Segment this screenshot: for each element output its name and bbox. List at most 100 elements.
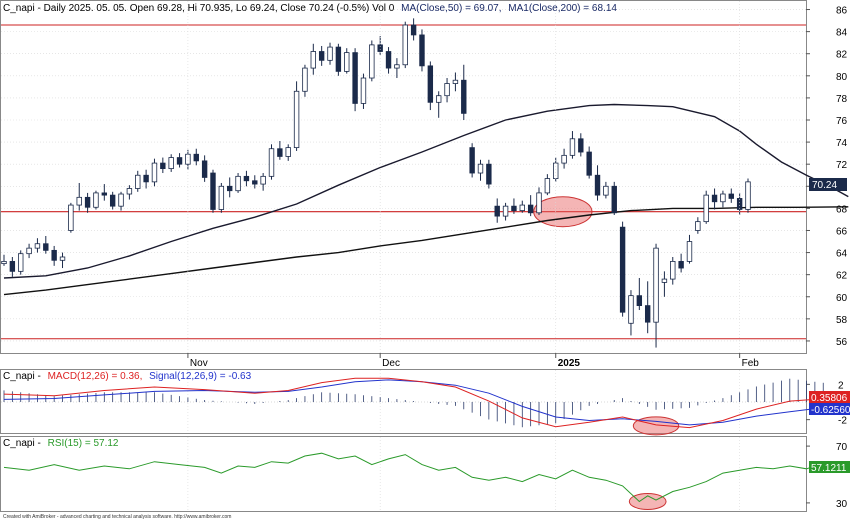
candle: [84, 192, 91, 213]
ma200-header: MA1(Close,200) = 68.14: [508, 3, 617, 14]
price-tick-label: 62: [836, 271, 848, 282]
candle-body: [494, 205, 500, 217]
candle: [43, 236, 49, 254]
candle: [176, 153, 183, 168]
last-price-tag: 70.24: [812, 180, 837, 191]
candle: [745, 178, 751, 213]
candle: [302, 64, 308, 97]
price-tick-label: 60: [836, 293, 848, 304]
rsi-line: [3, 452, 841, 503]
candlesticks: [1, 18, 751, 348]
candle-body: [268, 148, 275, 177]
price-panel-frame: [0, 0, 807, 354]
candle-body: [385, 51, 392, 69]
rsi-tick-label: 30: [836, 499, 848, 510]
price-tick-label: 78: [836, 94, 848, 105]
candle: [578, 133, 584, 157]
candle-body: [43, 243, 49, 251]
candle: [51, 245, 57, 266]
candle: [653, 243, 659, 348]
rsi-panel-frame: [0, 436, 807, 512]
month-label: Dec: [382, 358, 400, 369]
candle-body: [260, 175, 266, 185]
candle-body: [653, 247, 659, 323]
candle: [728, 188, 734, 203]
candle-body: [502, 205, 509, 217]
time-x-axis: NovDec2025FebMarAprMay: [187, 1, 759, 511]
rsi-highlight-ellipse: [628, 492, 667, 510]
candle-body: [193, 153, 199, 162]
candle: [402, 21, 408, 69]
candle-body: [628, 295, 634, 324]
candle: [594, 165, 601, 201]
candle: [76, 182, 82, 211]
candle: [310, 43, 317, 75]
candle: [34, 238, 41, 253]
candle: [486, 159, 492, 189]
candle: [586, 146, 592, 179]
rsi-header-rsi: RSI(15) = 57.12: [48, 438, 119, 449]
candle: [369, 40, 375, 82]
candle: [519, 200, 525, 213]
month-label: Nov: [190, 358, 208, 369]
candle: [1, 254, 7, 266]
candle-body: [644, 305, 651, 323]
candle: [9, 256, 16, 277]
macd-line: [3, 377, 824, 429]
candle-body: [519, 204, 525, 211]
last-rsi-tag: 57.1211: [811, 463, 847, 474]
candle: [494, 198, 500, 223]
candle-body: [218, 185, 225, 210]
candle-body: [611, 185, 617, 214]
candle-body: [109, 194, 116, 207]
candle-body: [711, 194, 718, 203]
candle: [469, 143, 475, 178]
price-gridlines: [1, 9, 806, 342]
rsi-header-prefix: C_napi -: [3, 438, 41, 449]
candle: [703, 190, 709, 224]
candle-body: [586, 151, 592, 176]
candle-body: [135, 174, 141, 189]
candle-body: [344, 52, 350, 72]
candle: [118, 191, 124, 211]
candle-body: [728, 193, 734, 199]
candle-body: [277, 148, 283, 157]
candle: [18, 250, 24, 275]
candle: [394, 58, 400, 79]
candle-body: [151, 162, 158, 183]
candle: [335, 43, 342, 76]
candle: [151, 158, 158, 187]
candle-body: [176, 157, 183, 165]
candle-body: [34, 243, 41, 249]
last-rsi-tag-bg: [809, 461, 850, 473]
candle: [143, 169, 149, 189]
candle-body: [452, 79, 459, 84]
candle-body: [511, 205, 517, 211]
candle-body: [185, 153, 191, 165]
candle-body: [26, 247, 32, 255]
candle: [644, 281, 651, 334]
candle-body: [410, 24, 417, 36]
candle-body: [310, 51, 317, 69]
candle-body: [678, 261, 684, 269]
candle-body: [427, 65, 434, 103]
candle: [536, 187, 542, 216]
candle-body: [18, 253, 24, 272]
candle-body: [84, 196, 91, 208]
candle-body: [435, 95, 442, 103]
highlight-ellipse: [533, 196, 593, 228]
macd-histogram: [3, 378, 824, 428]
candle: [168, 154, 174, 172]
candle-body: [126, 188, 133, 195]
candle-body: [636, 295, 643, 306]
candle-body: [51, 249, 57, 261]
candle-body: [569, 138, 576, 156]
macd-header-prefix: C_napi -: [3, 371, 41, 382]
candle: [603, 181, 609, 199]
macd-tick-label: -2: [838, 416, 847, 427]
candle-body: [419, 34, 425, 67]
price-highlights: [533, 196, 593, 228]
candle-body: [335, 46, 342, 72]
candle: [210, 169, 216, 213]
